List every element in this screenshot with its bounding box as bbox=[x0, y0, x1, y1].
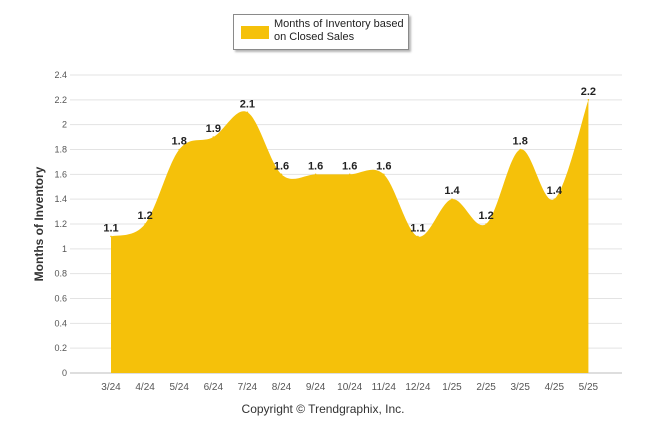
data-point bbox=[246, 111, 249, 114]
y-tick-label: 0.2 bbox=[54, 343, 67, 353]
y-tick-label: 1.2 bbox=[54, 219, 67, 229]
x-tick-label: 4/24 bbox=[135, 382, 155, 393]
data-label: 1.9 bbox=[206, 123, 221, 135]
legend-label: Months of Inventory based on Closed Sale… bbox=[274, 18, 404, 43]
x-tick-label: 4/25 bbox=[545, 382, 565, 393]
y-tick-label: 0 bbox=[62, 368, 67, 378]
x-tick-label: 3/25 bbox=[510, 382, 530, 393]
x-tick-label: 7/24 bbox=[238, 382, 258, 393]
data-label: 1.6 bbox=[274, 160, 289, 172]
data-label: 1.6 bbox=[342, 160, 357, 172]
y-tick-label: 1.4 bbox=[54, 194, 67, 204]
data-point bbox=[178, 148, 180, 151]
data-point bbox=[587, 99, 590, 101]
x-tick-label: 8/24 bbox=[272, 382, 292, 393]
data-label: 1.2 bbox=[137, 210, 152, 222]
data-point bbox=[314, 173, 317, 176]
x-tick-label: 5/25 bbox=[579, 382, 599, 393]
x-tick-label: 12/24 bbox=[405, 382, 430, 393]
data-point bbox=[417, 235, 419, 238]
x-tick-label: 2/25 bbox=[476, 382, 496, 393]
y-tick-label: 2.2 bbox=[54, 95, 67, 105]
data-label: 1.4 bbox=[444, 185, 460, 197]
data-point bbox=[383, 173, 385, 176]
x-tick-label: 11/24 bbox=[372, 382, 397, 393]
data-label: 1.4 bbox=[547, 185, 563, 197]
y-tick-label: 0.4 bbox=[54, 318, 67, 328]
legend: Months of Inventory based on Closed Sale… bbox=[233, 14, 409, 50]
x-tick-label: 1/25 bbox=[442, 382, 462, 393]
data-point bbox=[451, 198, 453, 200]
y-tick-label: 0.8 bbox=[54, 269, 67, 279]
data-label: 1.6 bbox=[376, 160, 391, 172]
data-label: 1.6 bbox=[308, 160, 323, 172]
area-series bbox=[111, 99, 589, 373]
data-point bbox=[212, 136, 215, 138]
y-tick-label: 2.4 bbox=[54, 70, 67, 80]
y-tick-label: 1 bbox=[62, 244, 67, 254]
data-point bbox=[348, 173, 351, 176]
x-tick-label: 6/24 bbox=[204, 382, 224, 393]
data-label: 2.1 bbox=[240, 98, 255, 110]
copyright-text: Copyright © Trendgraphix, Inc. bbox=[241, 402, 405, 416]
legend-swatch bbox=[241, 26, 269, 39]
data-point bbox=[110, 235, 112, 238]
data-point bbox=[485, 223, 487, 225]
data-label: 1.1 bbox=[103, 222, 118, 234]
y-tick-label: 0.6 bbox=[54, 294, 67, 304]
data-point bbox=[280, 173, 283, 176]
data-label: 1.8 bbox=[513, 136, 528, 148]
x-tick-label: 10/24 bbox=[337, 382, 362, 393]
data-point bbox=[553, 198, 556, 200]
data-point bbox=[519, 148, 521, 151]
data-label: 1.8 bbox=[172, 136, 187, 148]
data-label: 1.1 bbox=[410, 222, 425, 234]
x-tick-label: 9/24 bbox=[306, 382, 326, 393]
data-label: 1.2 bbox=[478, 210, 493, 222]
x-tick-label: 3/24 bbox=[101, 382, 121, 393]
y-tick-label: 1.8 bbox=[54, 145, 67, 155]
data-label: 2.2 bbox=[581, 86, 596, 98]
data-point bbox=[144, 223, 146, 225]
y-tick-label: 2 bbox=[62, 120, 67, 130]
y-axis-title: Months of Inventory bbox=[32, 166, 46, 281]
y-tick-label: 1.6 bbox=[54, 169, 67, 179]
x-tick-label: 5/24 bbox=[169, 382, 189, 393]
